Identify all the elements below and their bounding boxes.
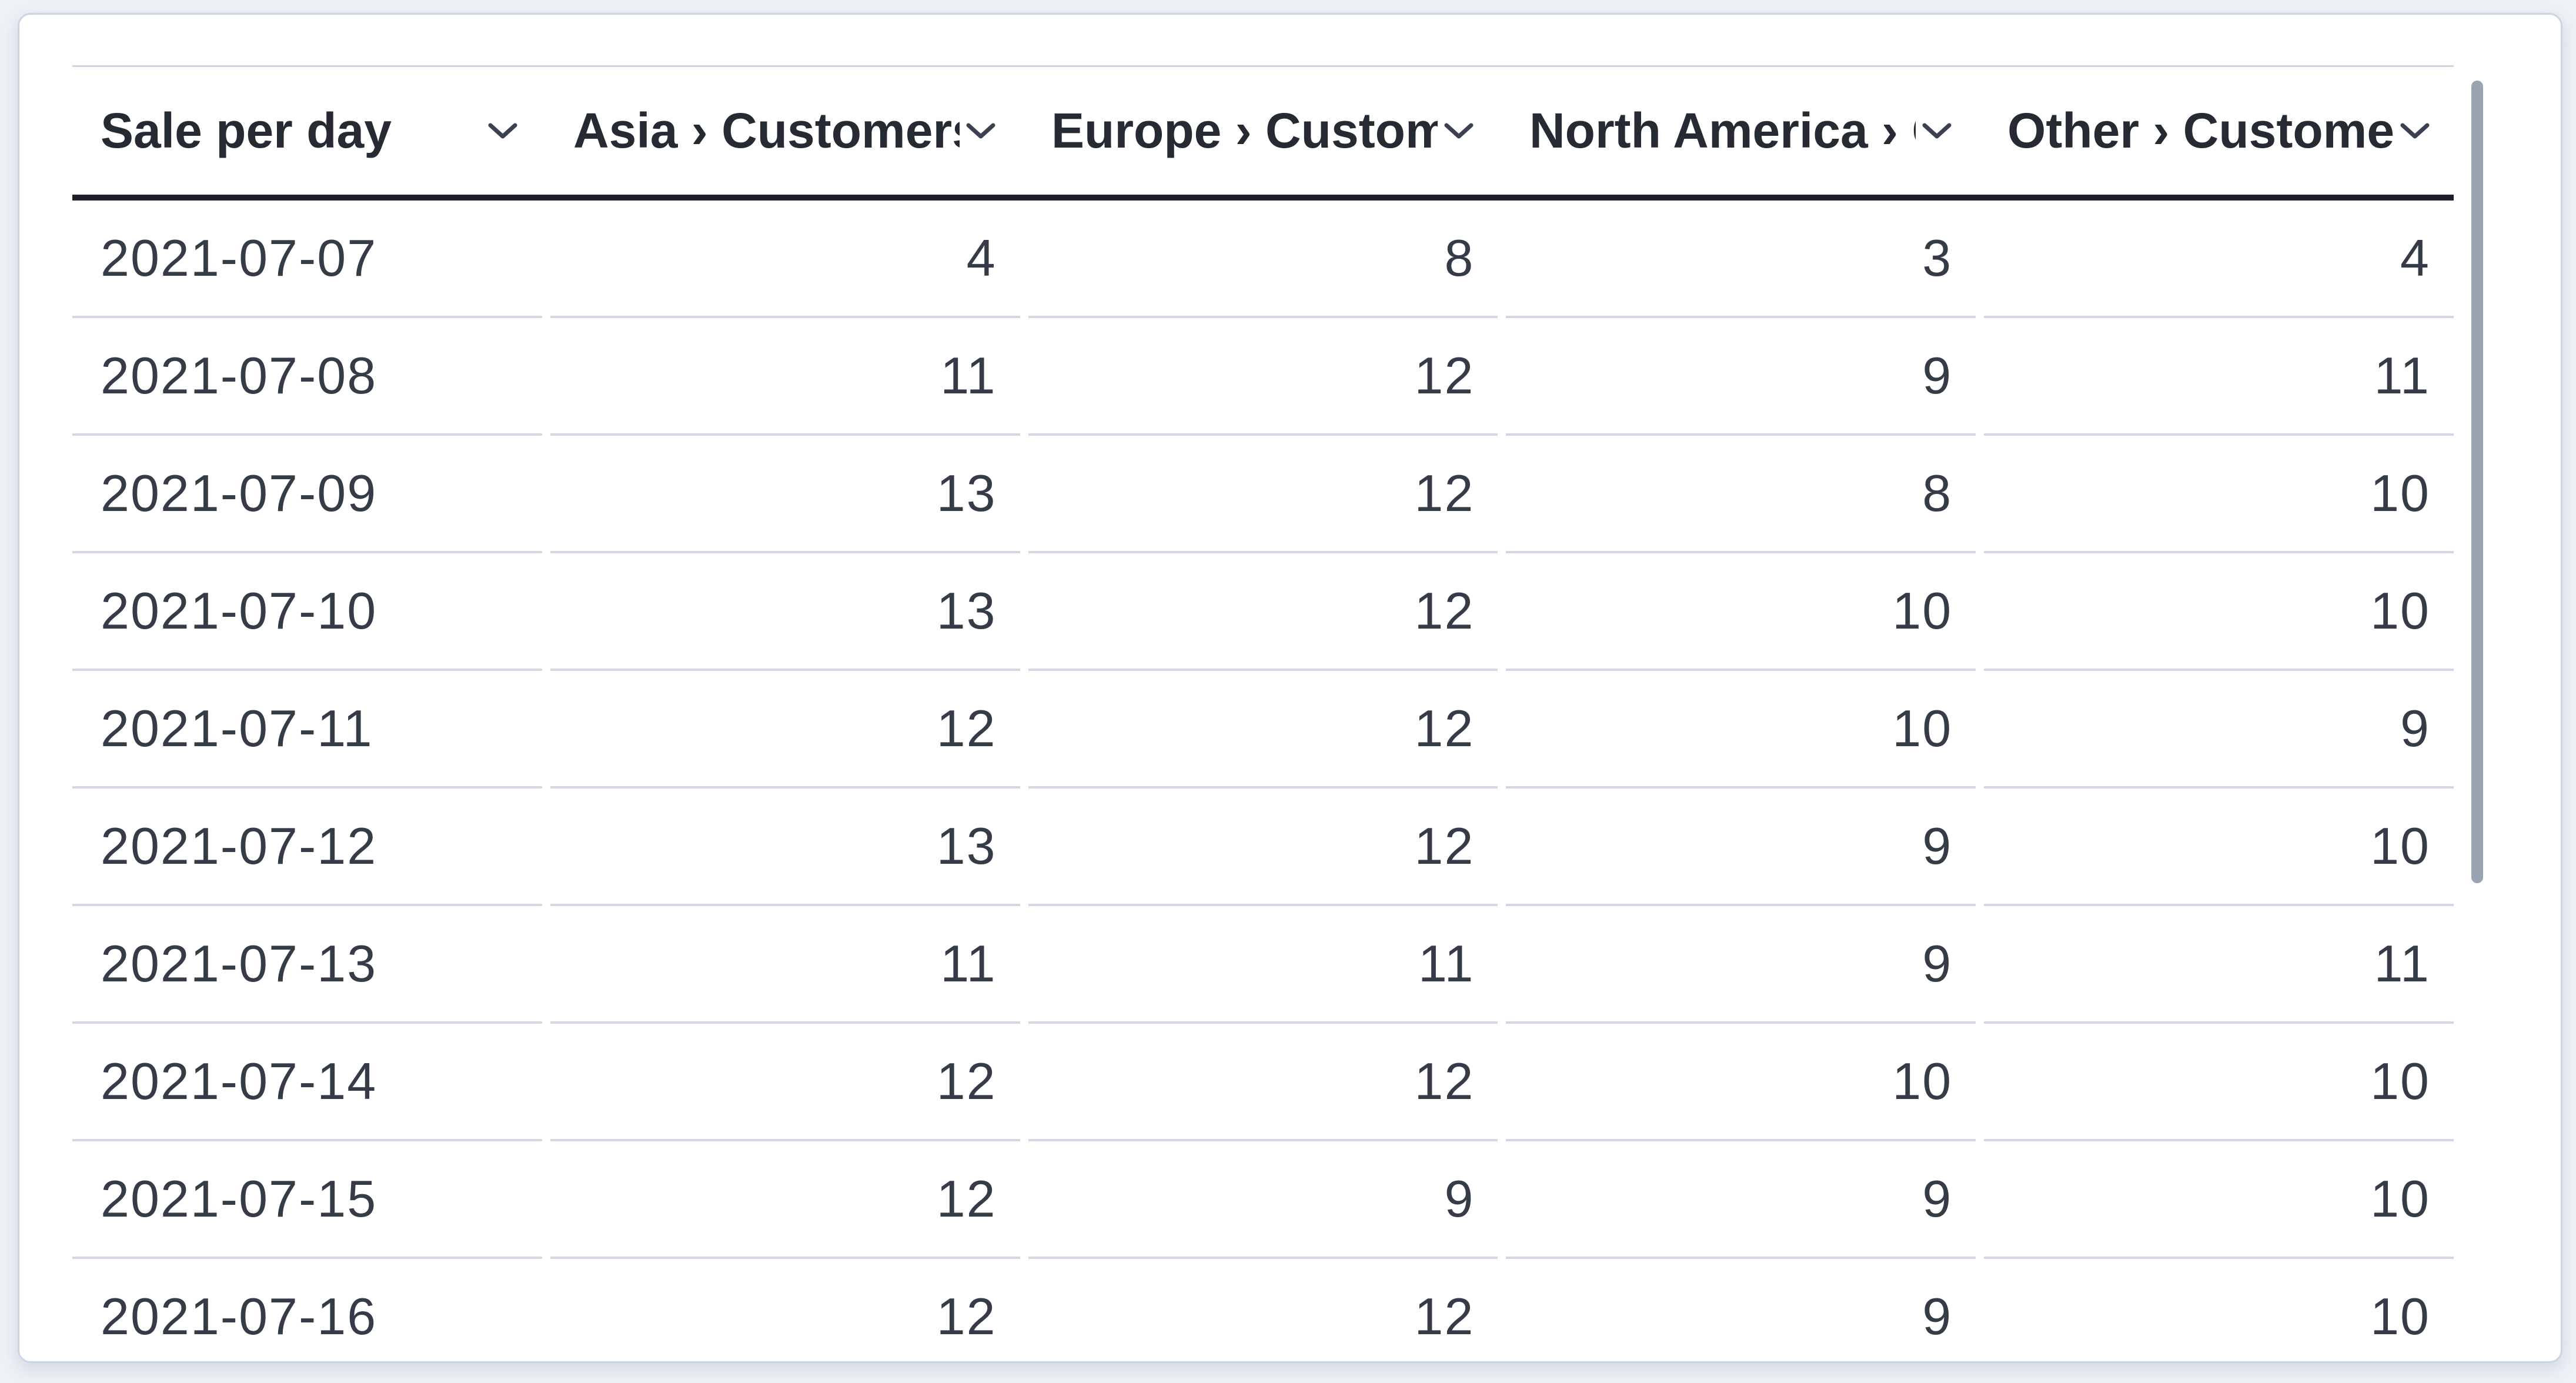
column-header-label: North America › Customers — [1529, 103, 1916, 158]
date-cell: 2021-07-15 — [72, 1141, 542, 1259]
column-header-europe[interactable]: Europe › Customers — [1028, 67, 1498, 195]
table-row: 2021-07-12 13 12 9 10 — [72, 789, 2454, 906]
value-cell-north_america: 9 — [1506, 906, 1976, 1024]
value-cell-europe: 12 — [1028, 671, 1498, 789]
column-header-date[interactable]: Sale per day — [72, 67, 542, 195]
table-row: 2021-07-11 12 12 10 9 — [72, 671, 2454, 789]
column-header-label: Sale per day — [101, 103, 392, 158]
value-cell-europe: 12 — [1028, 318, 1498, 436]
date-cell: 2021-07-08 — [72, 318, 542, 436]
value-cell-north_america: 9 — [1506, 1259, 1976, 1361]
value-cell-other: 10 — [1984, 1141, 2454, 1259]
chevron-down-icon[interactable] — [1922, 122, 1952, 140]
table-body: 2021-07-07 4 8 3 4 2021-07-08 11 12 9 11 2021-07-0… — [72, 201, 2454, 1361]
vertical-scrollbar-thumb[interactable] — [2471, 81, 2483, 883]
date-cell: 2021-07-10 — [72, 553, 542, 671]
value-cell-other: 10 — [1984, 436, 2454, 553]
value-cell-europe: 8 — [1028, 201, 1498, 318]
value-cell-asia: 12 — [550, 1141, 1020, 1259]
value-cell-north_america: 10 — [1506, 671, 1976, 789]
chevron-down-icon[interactable] — [965, 122, 996, 140]
value-cell-other: 11 — [1984, 318, 2454, 436]
column-header-label: Asia › Customers — [573, 103, 960, 158]
value-cell-europe: 11 — [1028, 906, 1498, 1024]
column-header-label: Other › Customers — [2007, 103, 2394, 158]
value-cell-europe: 9 — [1028, 1141, 1498, 1259]
value-cell-asia: 12 — [550, 671, 1020, 789]
value-cell-other: 4 — [1984, 201, 2454, 318]
value-cell-asia: 13 — [550, 553, 1020, 671]
value-cell-europe: 12 — [1028, 553, 1498, 671]
value-cell-north_america: 10 — [1506, 553, 1976, 671]
column-header-label: Europe › Customers — [1051, 103, 1438, 158]
date-cell: 2021-07-09 — [72, 436, 542, 553]
column-header-asia[interactable]: Asia › Customers — [550, 67, 1020, 195]
value-cell-north_america: 8 — [1506, 436, 1976, 553]
table-header-row: Sale per day Asia › Customers Europe › Cus… — [72, 65, 2454, 201]
value-cell-asia: 13 — [550, 789, 1020, 906]
table-row: 2021-07-14 12 12 10 10 — [72, 1024, 2454, 1141]
value-cell-north_america: 9 — [1506, 789, 1976, 906]
table-row: 2021-07-09 13 12 8 10 — [72, 436, 2454, 553]
value-cell-other: 10 — [1984, 789, 2454, 906]
value-cell-asia: 12 — [550, 1024, 1020, 1141]
date-cell: 2021-07-07 — [72, 201, 542, 318]
value-cell-other: 11 — [1984, 906, 2454, 1024]
value-cell-other: 10 — [1984, 1259, 2454, 1361]
date-cell: 2021-07-14 — [72, 1024, 542, 1141]
table-row: 2021-07-13 11 11 9 11 — [72, 906, 2454, 1024]
value-cell-north_america: 9 — [1506, 1141, 1976, 1259]
table-row: 2021-07-16 12 12 9 10 — [72, 1259, 2454, 1361]
sale-per-day-table: Sale per day Asia › Customers Europe › Cus… — [72, 65, 2454, 1361]
value-cell-europe: 12 — [1028, 1259, 1498, 1361]
table-row: 2021-07-08 11 12 9 11 — [72, 318, 2454, 436]
chevron-down-icon[interactable] — [487, 122, 518, 140]
chevron-down-icon[interactable] — [2400, 122, 2430, 140]
date-cell: 2021-07-16 — [72, 1259, 542, 1361]
value-cell-asia: 12 — [550, 1259, 1020, 1361]
date-cell: 2021-07-11 — [72, 671, 542, 789]
table-row: 2021-07-10 13 12 10 10 — [72, 553, 2454, 671]
date-cell: 2021-07-13 — [72, 906, 542, 1024]
table-row: 2021-07-15 12 9 9 10 — [72, 1141, 2454, 1259]
column-header-north_america[interactable]: North America › Customers — [1506, 67, 1976, 195]
date-cell: 2021-07-12 — [72, 789, 542, 906]
value-cell-asia: 4 — [550, 201, 1020, 318]
column-header-other[interactable]: Other › Customers — [1984, 67, 2454, 195]
value-cell-other: 10 — [1984, 1024, 2454, 1141]
value-cell-north_america: 3 — [1506, 201, 1976, 318]
value-cell-north_america: 9 — [1506, 318, 1976, 436]
datatable-card: Sale per day Asia › Customers Europe › Cus… — [18, 13, 2562, 1363]
value-cell-asia: 11 — [550, 318, 1020, 436]
value-cell-europe: 12 — [1028, 1024, 1498, 1141]
value-cell-asia: 13 — [550, 436, 1020, 553]
value-cell-other: 9 — [1984, 671, 2454, 789]
value-cell-europe: 12 — [1028, 436, 1498, 553]
value-cell-other: 10 — [1984, 553, 2454, 671]
chevron-down-icon[interactable] — [1444, 122, 1474, 140]
value-cell-asia: 11 — [550, 906, 1020, 1024]
value-cell-north_america: 10 — [1506, 1024, 1976, 1141]
table-row: 2021-07-07 4 8 3 4 — [72, 201, 2454, 318]
value-cell-europe: 12 — [1028, 789, 1498, 906]
